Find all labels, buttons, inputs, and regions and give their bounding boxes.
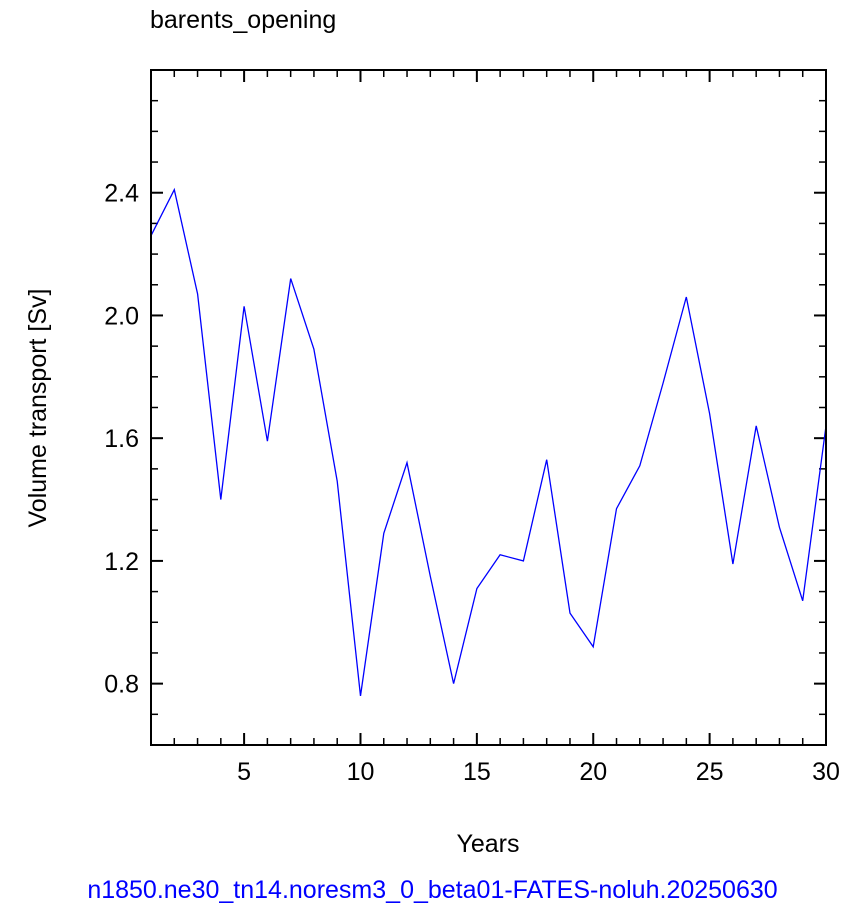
- x-axis-label: Years: [456, 830, 519, 858]
- series-line: [150, 187, 827, 696]
- x-tick-label: 15: [463, 758, 491, 786]
- x-tick-label: 5: [237, 758, 251, 786]
- x-tick-label: 10: [347, 758, 375, 786]
- data-series: [150, 187, 827, 696]
- plot-frame: [150, 69, 827, 746]
- y-tick-label: 2.0: [104, 302, 139, 330]
- axis-ticks: [150, 69, 827, 746]
- x-tick-label: 20: [579, 758, 607, 786]
- y-tick-label: 2.4: [104, 180, 139, 208]
- chart: barents_opening 5 10 15 20 25 30 0.8 1.2 1.6 2.0 2…: [24, 6, 840, 858]
- y-axis-label: Volume transport [Sv]: [24, 288, 52, 527]
- y-tick-label: 1.6: [104, 425, 139, 453]
- y-tick-label: 1.2: [104, 548, 139, 576]
- chart-title: barents_opening: [150, 6, 336, 34]
- y-tick-label: 0.8: [104, 671, 139, 699]
- run-caption: n1850.ne30_tn14.noresm3_0_beta01-FATES-n…: [87, 876, 778, 904]
- x-tick-label: 25: [696, 758, 724, 786]
- x-tick-label: 30: [812, 758, 840, 786]
- tick-labels: 5 10 15 20 25 30 0.8 1.2 1.6 2.0 2.4: [104, 180, 840, 786]
